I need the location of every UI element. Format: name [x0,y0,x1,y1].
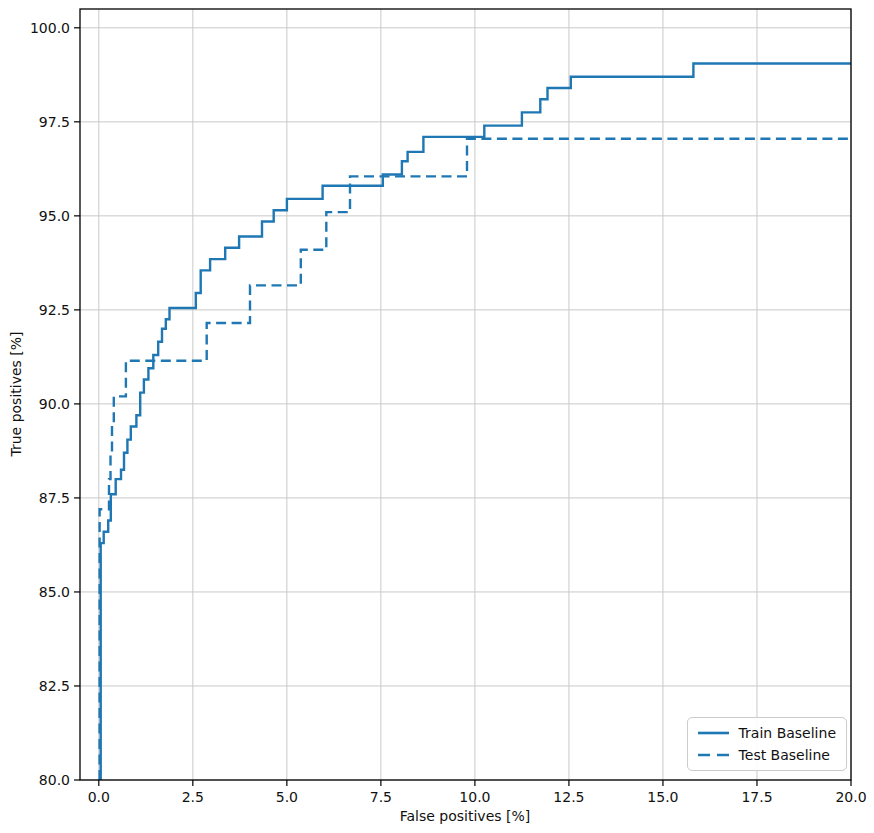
y-tick-label: 92.5 [39,302,70,318]
legend: Train Baseline Test Baseline [687,717,847,771]
grid-layer [80,9,851,780]
x-tick-label: 10.0 [459,789,490,805]
y-tick-label: 90.0 [39,396,70,412]
y-tick-label: 85.0 [39,584,70,600]
axes-frame [80,9,851,780]
y-tick-label: 82.5 [39,678,70,694]
x-tick-label: 15.0 [647,789,678,805]
y-tick-label: 97.5 [39,114,70,130]
x-tick-label: 2.5 [182,789,204,805]
x-tick-label: 20.0 [835,789,866,805]
x-tick-label: 12.5 [553,789,584,805]
y-tick-label: 100.0 [30,20,70,36]
legend-item-train: Train Baseline [697,723,836,742]
x-tick-label: 5.0 [276,789,298,805]
y-tick-label: 87.5 [39,490,70,506]
x-tick-label: 7.5 [370,789,392,805]
x-tick-label: 0.0 [88,789,110,805]
test-line-sample [697,753,730,757]
legend-item-test: Test Baseline [697,745,836,764]
roc-chart: 0.0 2.5 5.0 7.5 10.0 12.5 15.0 17.5 20.0 80.0 82.5… [0,0,874,833]
y-tick-label: 80.0 [39,772,70,788]
roc-figure: 0.0 2.5 5.0 7.5 10.0 12.5 15.0 17.5 20.0 80.0 82.5… [0,0,874,833]
legend-label-test: Test Baseline [739,747,830,763]
y-tick-label: 95.0 [39,208,70,224]
x-tick-label: 17.5 [741,789,772,805]
train-line-sample [697,731,730,735]
legend-label-train: Train Baseline [739,725,836,741]
y-axis-title: True positives [%] [8,331,24,457]
frame-layer [80,9,851,780]
x-axis-title: False positives [%] [400,808,530,824]
train-baseline-path [101,64,851,781]
